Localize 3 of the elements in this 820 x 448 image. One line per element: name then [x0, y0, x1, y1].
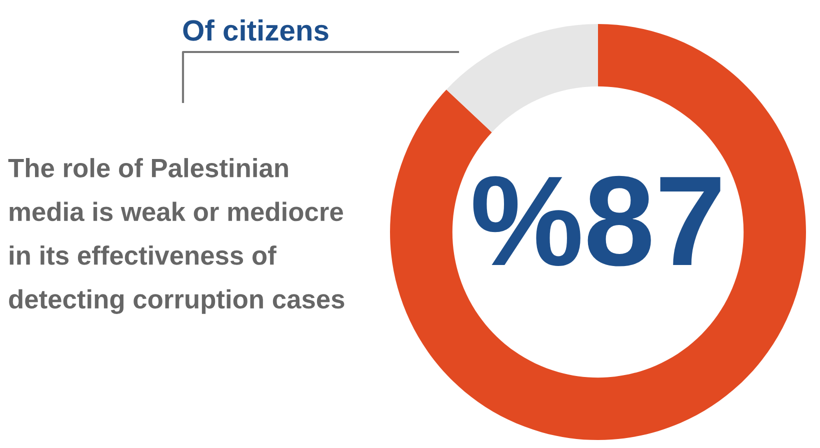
data-label: %87: [473, 176, 720, 266]
chart-title: Of citizens: [183, 19, 328, 41]
text: The role of Palestinian media is weak or mediocre in its effectiveness of detecting corruption cases: [8, 158, 344, 314]
